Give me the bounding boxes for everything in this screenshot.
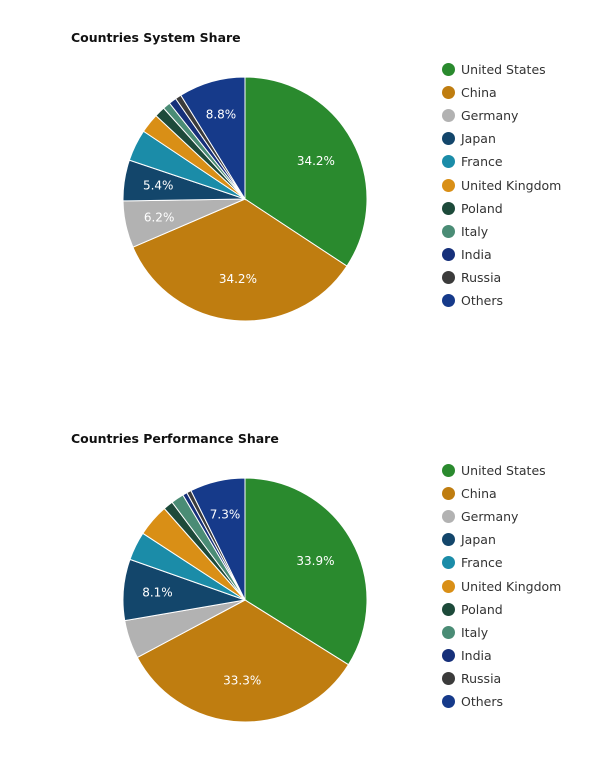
legend-swatch-icon	[442, 178, 455, 192]
data-label-others: 8.8%	[206, 108, 237, 122]
legend-swatch-icon	[442, 132, 455, 146]
pie-slice-china[interactable]	[132, 198, 348, 322]
legend-item-germany[interactable]: Germany	[442, 505, 561, 528]
legend-label: United States	[461, 62, 546, 78]
legend-label: India	[461, 647, 492, 663]
performance-share-legend: United States China Germany Japan France Unit…	[442, 459, 561, 713]
legend-swatch-icon	[442, 510, 455, 524]
legend-item-russia[interactable]: Russia	[442, 266, 561, 289]
legend-item-france[interactable]: France	[442, 551, 561, 574]
data-label-japan: 5.4%	[143, 179, 174, 193]
legend-item-china[interactable]: China	[442, 482, 561, 505]
chart-title: Countries Performance Share	[71, 431, 279, 446]
legend-item-germany[interactable]: Germany	[442, 104, 561, 127]
system-share-pie: 34.2% 34.2% 6.2% 5.4% 8.8%	[122, 76, 368, 322]
legend-label: Poland	[461, 601, 503, 617]
pie-slice-china[interactable]	[136, 599, 350, 723]
chart-title: Countries System Share	[71, 30, 241, 45]
legend-label: Germany	[461, 108, 519, 124]
legend-item-italy[interactable]: Italy	[442, 220, 561, 243]
data-label-united-states: 34.2%	[297, 154, 335, 168]
legend-label: China	[461, 486, 497, 502]
pie-slice-others[interactable]	[190, 477, 246, 601]
legend-item-united-kingdom[interactable]: United Kingdom	[442, 574, 561, 597]
data-label-china: 33.3%	[223, 673, 261, 687]
legend-swatch-icon	[442, 694, 455, 708]
legend-label: United States	[461, 463, 546, 479]
legend-item-russia[interactable]: Russia	[442, 667, 561, 690]
legend-item-france[interactable]: France	[442, 150, 561, 173]
legend-label: Japan	[461, 131, 496, 147]
pie-slice-united-states[interactable]	[244, 477, 368, 666]
legend-label: United Kingdom	[461, 578, 562, 594]
legend-label: Russia	[461, 269, 502, 285]
pie-slice-others[interactable]	[180, 76, 246, 201]
legend-swatch-icon	[442, 464, 455, 478]
data-label-germany: 6.2%	[144, 210, 175, 224]
data-label-japan: 8.1%	[142, 586, 173, 600]
legend-swatch-icon	[442, 63, 455, 77]
legend-swatch-icon	[442, 201, 455, 215]
legend-swatch-icon	[442, 224, 455, 238]
legend-swatch-icon	[442, 109, 455, 123]
legend-label: China	[461, 85, 497, 101]
legend-label: Others	[461, 693, 504, 709]
legend-item-united-states[interactable]: United States	[442, 58, 561, 81]
legend-item-others[interactable]: Others	[442, 289, 561, 312]
legend-item-india[interactable]: India	[442, 243, 561, 266]
legend-swatch-icon	[442, 155, 455, 169]
legend-swatch-icon	[442, 487, 455, 501]
legend-swatch-icon	[442, 270, 455, 284]
legend-label: Russia	[461, 670, 502, 686]
legend-item-united-kingdom[interactable]: United Kingdom	[442, 173, 561, 196]
legend-swatch-icon	[442, 648, 455, 662]
system-share-legend: United States China Germany Japan France Unit…	[442, 58, 561, 312]
legend-label: United Kingdom	[461, 177, 562, 193]
legend-swatch-icon	[442, 293, 455, 307]
performance-share-pie: 33.9% 33.3% 8.1% 7.3%	[122, 477, 368, 723]
legend-item-japan[interactable]: Japan	[442, 528, 561, 551]
legend-item-others[interactable]: Others	[442, 690, 561, 713]
legend-label: India	[461, 246, 492, 262]
legend-label: Poland	[461, 200, 503, 216]
legend-swatch-icon	[442, 671, 455, 685]
legend-swatch-icon	[442, 533, 455, 547]
legend-swatch-icon	[442, 602, 455, 616]
legend-item-united-states[interactable]: United States	[442, 459, 561, 482]
legend-label: Germany	[461, 509, 519, 525]
legend-item-india[interactable]: India	[442, 644, 561, 667]
legend-item-poland[interactable]: Poland	[442, 197, 561, 220]
system-share-panel: Countries System Share 34.2% 34.2% 6.2% 5.4…	[0, 30, 600, 370]
legend-swatch-icon	[442, 579, 455, 593]
legend-item-japan[interactable]: Japan	[442, 127, 561, 150]
performance-share-panel: Countries Performance Share 33.9% 33.3% 8.…	[0, 431, 600, 771]
data-label-others: 7.3%	[210, 507, 241, 521]
legend-swatch-icon	[442, 625, 455, 639]
legend-swatch-icon	[442, 86, 455, 100]
legend-item-italy[interactable]: Italy	[442, 621, 561, 644]
legend-label: France	[461, 555, 503, 571]
legend-label: Italy	[461, 223, 489, 239]
data-label-united-states: 33.9%	[296, 554, 334, 568]
data-label-china: 34.2%	[219, 272, 257, 286]
legend-item-china[interactable]: China	[442, 81, 561, 104]
legend-label: Italy	[461, 624, 489, 640]
legend-swatch-icon	[442, 556, 455, 570]
legend-label: Japan	[461, 532, 496, 548]
legend-swatch-icon	[442, 247, 455, 261]
legend-label: Others	[461, 292, 504, 308]
legend-item-poland[interactable]: Poland	[442, 598, 561, 621]
legend-label: France	[461, 154, 503, 170]
